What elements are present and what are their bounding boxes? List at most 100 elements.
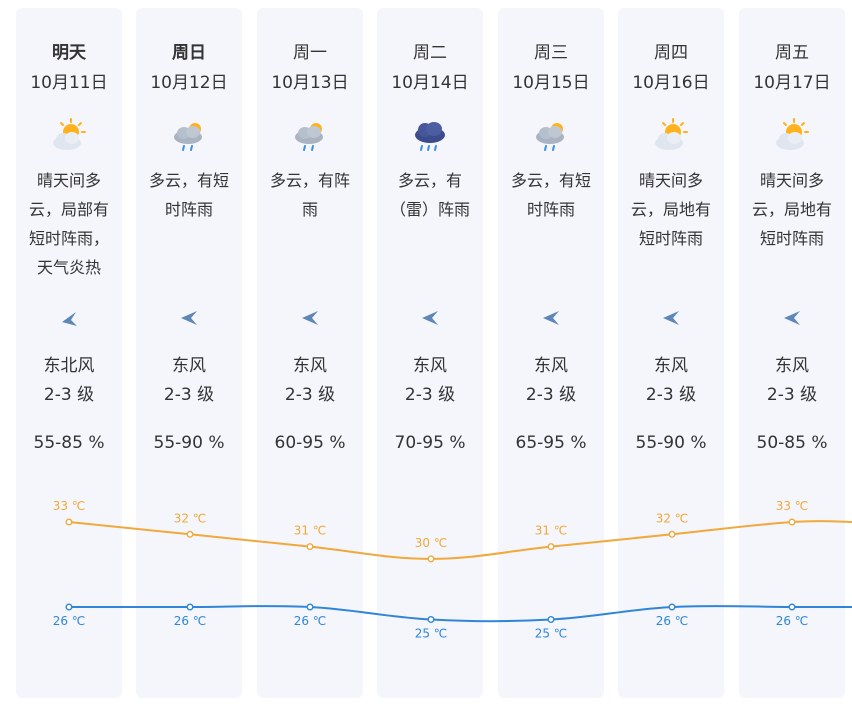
cloud-rain-icon (295, 123, 323, 151)
wind-direction-east-icon (181, 311, 197, 325)
low-temp-label: 26 ℃ (656, 614, 689, 628)
day-date: 10月12日 (150, 73, 228, 93)
humidity: 55-85 % (33, 433, 105, 453)
weather-description-line: 多云，有短 (148, 171, 229, 190)
day-of-week: 周日 (172, 43, 206, 63)
weather-description-line: 短时阵雨 (759, 229, 824, 248)
high-temp-label: 30 ℃ (415, 536, 448, 550)
day-date: 10月16日 (632, 73, 710, 93)
high-temp-label: 33 ℃ (53, 499, 86, 513)
low-temp-point (186, 603, 194, 611)
low-temp-label: 26 ℃ (294, 614, 327, 628)
wind-direction: 东风 (654, 356, 688, 376)
day-column: 周三 10月15日 多云，有短 时阵雨 东风 2-3 级 65-95 % (498, 8, 604, 698)
weather-description-line: 短时阵雨， (28, 229, 109, 248)
weather-description-line: 时阵雨 (164, 200, 213, 219)
weather-description: 晴天间多云，局地有短时阵雨 (618, 166, 724, 253)
day-column: 周日 10月12日 多云，有短时阵雨东风 2-3 级 55-90 % (136, 8, 242, 698)
high-temp-label: 31 ℃ (294, 524, 327, 538)
weather-description-line: （雷）阵雨 (389, 200, 470, 219)
humidity: 50-85 % (756, 433, 828, 453)
high-temp-point (547, 543, 555, 551)
temperature-chart: 33 ℃ 32 ℃ 31 ℃ 30 ℃ 31 ℃ 32 ℃ 33 ℃ 26 ℃ 26 ℃ 26 ℃… (53, 499, 852, 641)
humidity: 60-95 % (274, 433, 346, 453)
weather-description: 多云，有阵雨 (257, 166, 363, 224)
weather-description-line: 天气炎热 (36, 258, 101, 277)
wind-direction-east-icon (784, 311, 800, 325)
cloud-rain-icon (174, 123, 202, 151)
wind-level: 2-3 级 (163, 385, 215, 405)
weather-description-line: 云，局地有 (630, 200, 711, 219)
sun-cloud-icon (776, 118, 809, 150)
day-column: 周二 10月14日 多云，有 （雷）阵雨 东风 2-3 级 70-95 % (377, 8, 483, 698)
high-temp-point (186, 530, 194, 538)
day-column: 周一 10月13日多云，有阵雨东风 2-3 级 60-95 % (257, 8, 363, 698)
day-of-week: 周一 (293, 43, 327, 63)
weather-description: 多云，有短时阵雨 (136, 166, 242, 224)
day-of-week: 周四 (654, 43, 688, 63)
wind-level: 2-3 级 (43, 385, 95, 405)
low-temp-point (65, 603, 73, 611)
low-temp-line (69, 605, 852, 623)
high-temp-point (306, 543, 314, 551)
high-temp-label: 33 ℃ (776, 499, 809, 513)
humidity: 55-90 % (153, 433, 225, 453)
wind-direction: 东风 (413, 356, 447, 376)
day-date: 10月15日 (512, 73, 590, 93)
day-date: 10月11日 (30, 73, 108, 93)
low-temp-label: 25 ℃ (415, 627, 448, 641)
wind-direction-east-icon (543, 311, 559, 325)
day-column: 周四 10月16日 晴天间多云，局地有短时阵雨东风 2-3 级 55-90 % (618, 8, 724, 698)
high-temp-label: 32 ℃ (174, 511, 207, 525)
wind-direction: 东风 (775, 356, 809, 376)
low-temp-point (788, 603, 796, 611)
weather-description-line: 云，局地有 (751, 200, 832, 219)
weather-description-line: 晴天间多 (638, 171, 703, 190)
day-of-week: 明天 (52, 43, 86, 63)
low-temp-point (668, 603, 676, 611)
weather-description-line: 云，局部有 (28, 200, 109, 219)
high-temp-point (427, 555, 435, 563)
wind-level: 2-3 级 (404, 385, 456, 405)
low-temp-label: 25 ℃ (535, 627, 568, 641)
weather-description-line: 多云，有 (397, 171, 462, 190)
day-column: 周五 10月17日 晴天间多 云，局地有 短时阵雨 东风 2-3 级 50-85 % (739, 8, 845, 698)
wind-direction-east-icon (663, 311, 679, 325)
sun-cloud-icon (53, 118, 86, 150)
weather-description-line: 晴天间多 (759, 171, 824, 190)
low-temp-point (306, 603, 314, 611)
high-temp-label: 32 ℃ (656, 511, 689, 525)
day-date: 10月13日 (271, 73, 349, 93)
day-date: 10月14日 (391, 73, 469, 93)
weather-description-line: 雨 (301, 200, 318, 219)
wind-level: 2-3 级 (525, 385, 577, 405)
high-temp-point (65, 518, 73, 526)
day-of-week: 周五 (775, 43, 809, 63)
high-temp-label: 31 ℃ (535, 524, 568, 538)
high-temp-line (68, 520, 852, 560)
day-date: 10月17日 (753, 73, 831, 93)
wind-direction: 东北风 (43, 356, 95, 376)
wind-direction-east-icon (422, 311, 438, 325)
low-temp-point (427, 615, 435, 623)
thunder-rain-icon (415, 122, 445, 151)
weather-description-line: 短时阵雨 (638, 229, 703, 248)
weather-description: 晴天间多云，局地有短时阵雨 (739, 166, 845, 253)
day-column: 明天 10月11日 晴天间多 云，局部有 短时阵雨， 天气炎热 东北风 2-3 级 55-85 … (16, 8, 122, 698)
wind-direction: 东风 (293, 356, 327, 376)
high-temp-point (668, 530, 676, 538)
wind-level: 2-3 级 (645, 385, 697, 405)
low-temp-label: 26 ℃ (174, 614, 207, 628)
high-temp-point (788, 518, 796, 526)
wind-direction: 东风 (534, 356, 568, 376)
weather-description: 多云，有 （雷）阵雨 (377, 166, 483, 224)
wind-direction: 东风 (172, 356, 206, 376)
wind-level: 2-3 级 (284, 385, 336, 405)
humidity: 65-95 % (515, 433, 587, 453)
weather-description-line: 时阵雨 (526, 200, 575, 219)
weather-description: 晴天间多 云，局部有 短时阵雨， 天气炎热 (16, 166, 122, 282)
wind-direction-east-icon (302, 311, 318, 325)
humidity: 70-95 % (394, 433, 466, 453)
weather-description-line: 多云，有短 (510, 171, 591, 190)
humidity: 55-90 % (635, 433, 707, 453)
